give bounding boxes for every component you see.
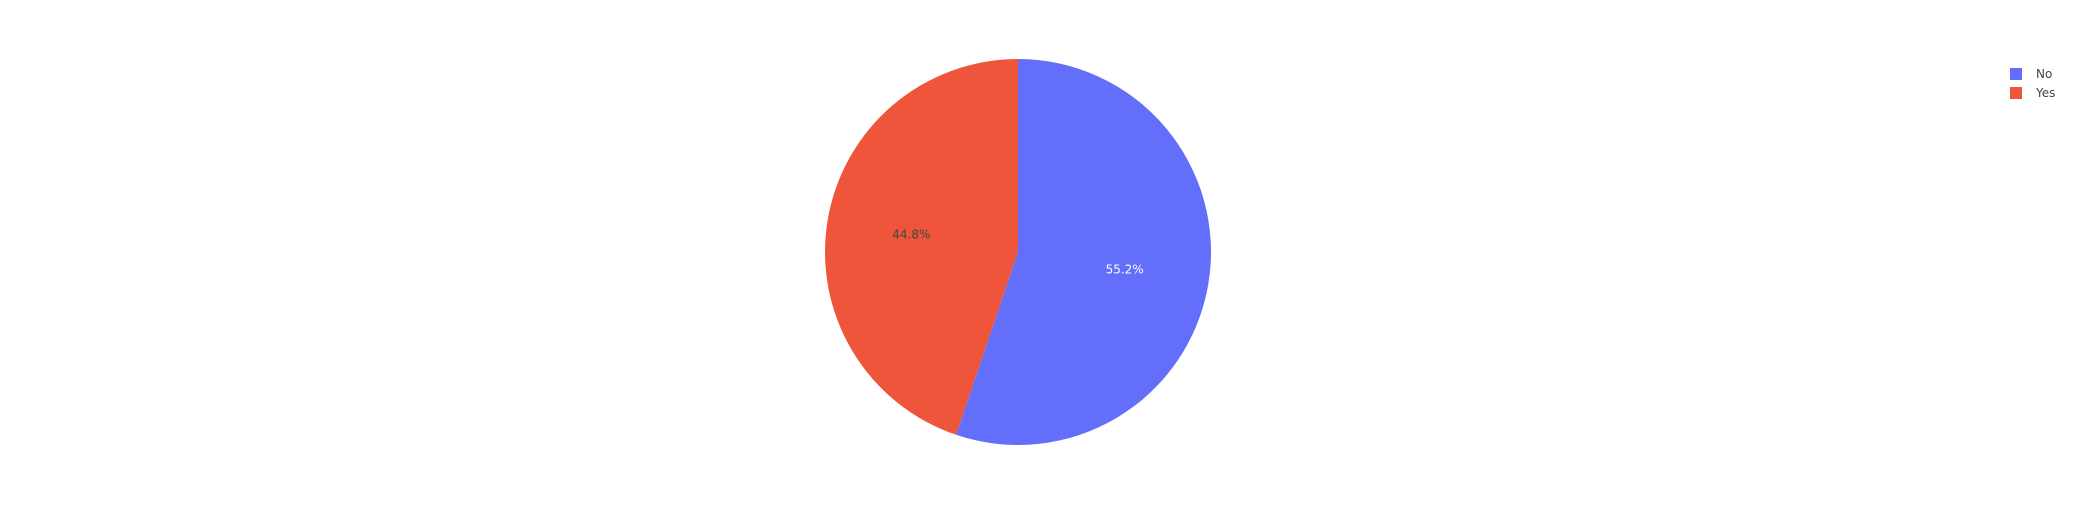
legend-item-no[interactable]: No <box>2010 67 2052 81</box>
legend-swatch-yes <box>2010 87 2022 99</box>
pie-slice-labels: 55.2% 44.8% <box>892 227 1143 276</box>
legend-label-yes: Yes <box>2035 86 2055 100</box>
legend-label-no: No <box>2036 67 2052 81</box>
legend-swatch-no <box>2010 68 2022 80</box>
pie-slice-label-yes: 44.8% <box>892 227 930 241</box>
pie-slice-no[interactable] <box>956 59 1211 445</box>
legend[interactable]: No Yes <box>2010 67 2055 100</box>
pie-slice-yes[interactable] <box>825 59 1018 435</box>
pie-slices <box>825 59 1211 445</box>
legend-item-yes[interactable]: Yes <box>2010 86 2055 100</box>
pie-slice-label-no: 55.2% <box>1106 263 1144 277</box>
